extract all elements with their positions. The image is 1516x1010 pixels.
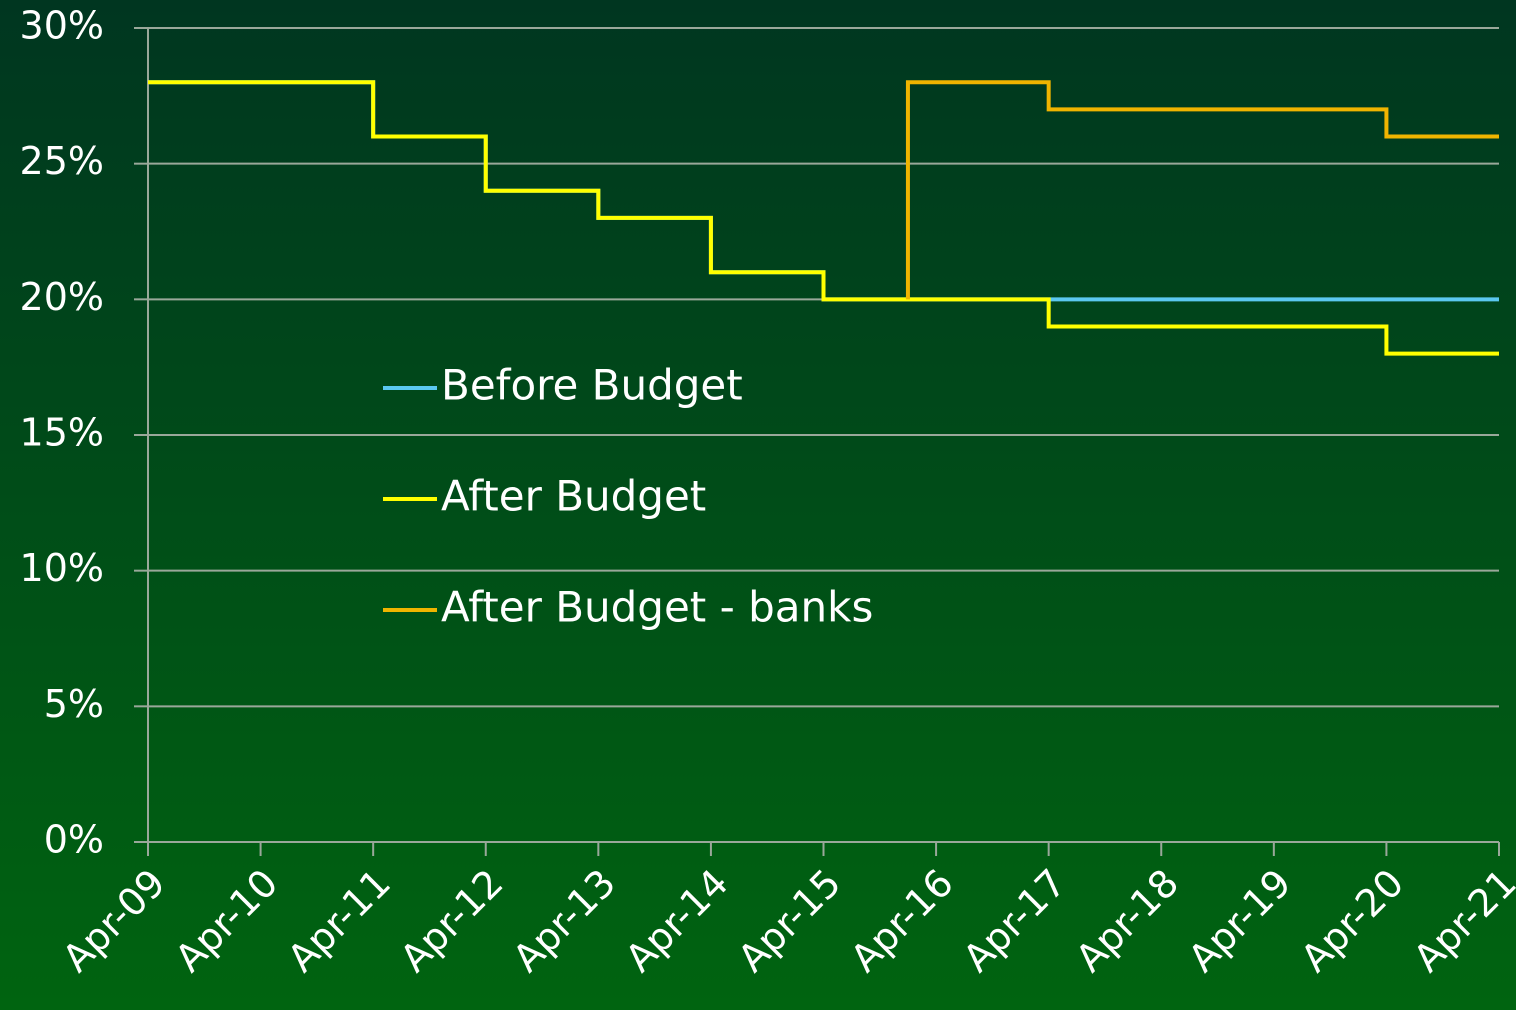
legend-label: After Budget - banks (441, 583, 873, 632)
step-line (148, 80, 1499, 356)
y-tick-label: 30% (20, 4, 104, 48)
y-tick-label: 0% (44, 818, 104, 862)
y-tick-label: 5% (44, 682, 104, 726)
step-line (905, 80, 1499, 300)
legend-label: After Budget (441, 472, 706, 521)
y-tick-label: 15% (20, 411, 104, 455)
y-tick-label: 25% (20, 139, 104, 183)
legend-label: Before Budget (441, 361, 743, 410)
y-tick-label: 10% (20, 546, 104, 590)
y-tick-label: 20% (20, 275, 104, 319)
